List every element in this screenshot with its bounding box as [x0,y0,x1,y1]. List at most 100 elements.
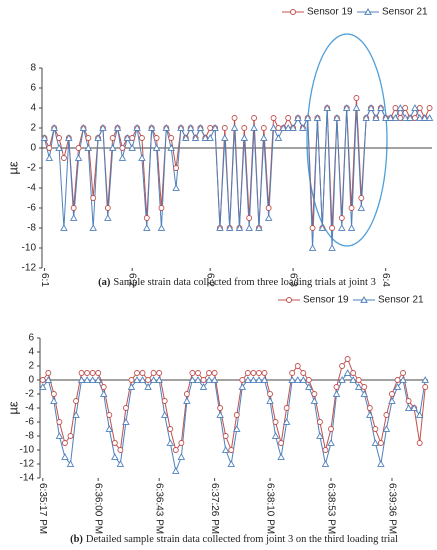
data-point [45,370,52,376]
data-point [402,105,409,111]
data-point [99,124,107,131]
data-point [233,412,240,418]
data-point [94,134,102,141]
data-point [293,376,302,383]
data-point [318,224,327,231]
data-point [250,124,258,131]
data-point [66,460,75,467]
data-point [352,104,361,111]
data-point [45,154,54,161]
data-point [143,224,151,231]
data-point [216,224,224,231]
data-point [83,376,91,383]
data-point [328,244,336,251]
data-point [332,390,341,397]
data-point [329,225,336,231]
data-point [221,134,229,141]
data-point [134,370,140,376]
data-point [399,376,407,383]
data-point [348,205,355,211]
data-point [233,425,241,432]
data-point [167,144,175,151]
data-point [50,124,58,131]
data-point [394,377,401,383]
data-point [377,440,384,446]
data-point [303,114,312,121]
data-point [79,124,88,131]
legend-label: Sensor 19 [307,7,353,18]
data-point [228,447,235,453]
x-tick-label: 6:38:53 PM [325,483,336,534]
data-point [155,376,163,383]
data-point [94,376,102,383]
data-point [344,356,351,362]
data-point [269,124,278,131]
data-point [411,115,418,121]
data-point [221,125,228,131]
data-point [195,370,201,376]
data-point [358,195,365,201]
data-point [75,145,82,151]
data-point [316,432,324,439]
data-point [196,124,205,131]
data-point [152,144,161,151]
data-point [89,370,96,376]
data-point [361,384,368,390]
data-point [300,370,307,376]
data-point [188,376,197,383]
y-tick-label: 0 [30,143,36,154]
data-point [183,391,190,397]
data-point [70,205,77,211]
caption-text: Sample strain data collected from three … [113,277,375,288]
data-point [386,114,395,121]
data-point [90,195,97,201]
legend-marker [290,9,296,15]
data-point [117,447,124,453]
data-point [241,125,248,131]
data-point [366,411,374,418]
data-point [60,155,67,161]
data-point [328,426,334,432]
data-point [238,383,247,390]
y-tick-label: -8 [27,223,36,234]
data-point [362,114,370,121]
data-point [400,370,407,376]
data-point [217,405,224,411]
data-point [338,215,345,221]
data-point [357,204,366,211]
data-point [309,225,316,231]
data-point [65,134,73,141]
data-point [244,376,252,383]
data-point [206,134,214,141]
data-point [401,114,409,121]
legend-label: Sensor 21 [382,7,428,18]
data-point [61,453,69,460]
data-point [294,114,302,121]
data-point [270,115,277,121]
data-point [78,370,85,376]
data-point [123,134,132,141]
data-point [366,405,373,411]
data-point [267,391,273,397]
data-point [299,124,307,131]
data-point [129,135,136,141]
data-point [285,115,292,121]
data-point [211,370,218,376]
data-point [350,370,357,376]
data-point [55,432,64,439]
data-point [255,376,263,383]
y-axis-title: µε [5,161,20,174]
data-point [321,460,330,467]
data-point [39,377,46,383]
data-point [244,370,251,376]
data-point [404,404,413,411]
data-point [260,134,268,141]
data-point [339,363,346,369]
data-point [122,405,129,411]
data-point [354,383,363,390]
data-point [189,370,196,376]
data-point [210,376,219,383]
series-line [42,358,426,452]
data-point [104,205,111,211]
data-point [172,467,180,474]
